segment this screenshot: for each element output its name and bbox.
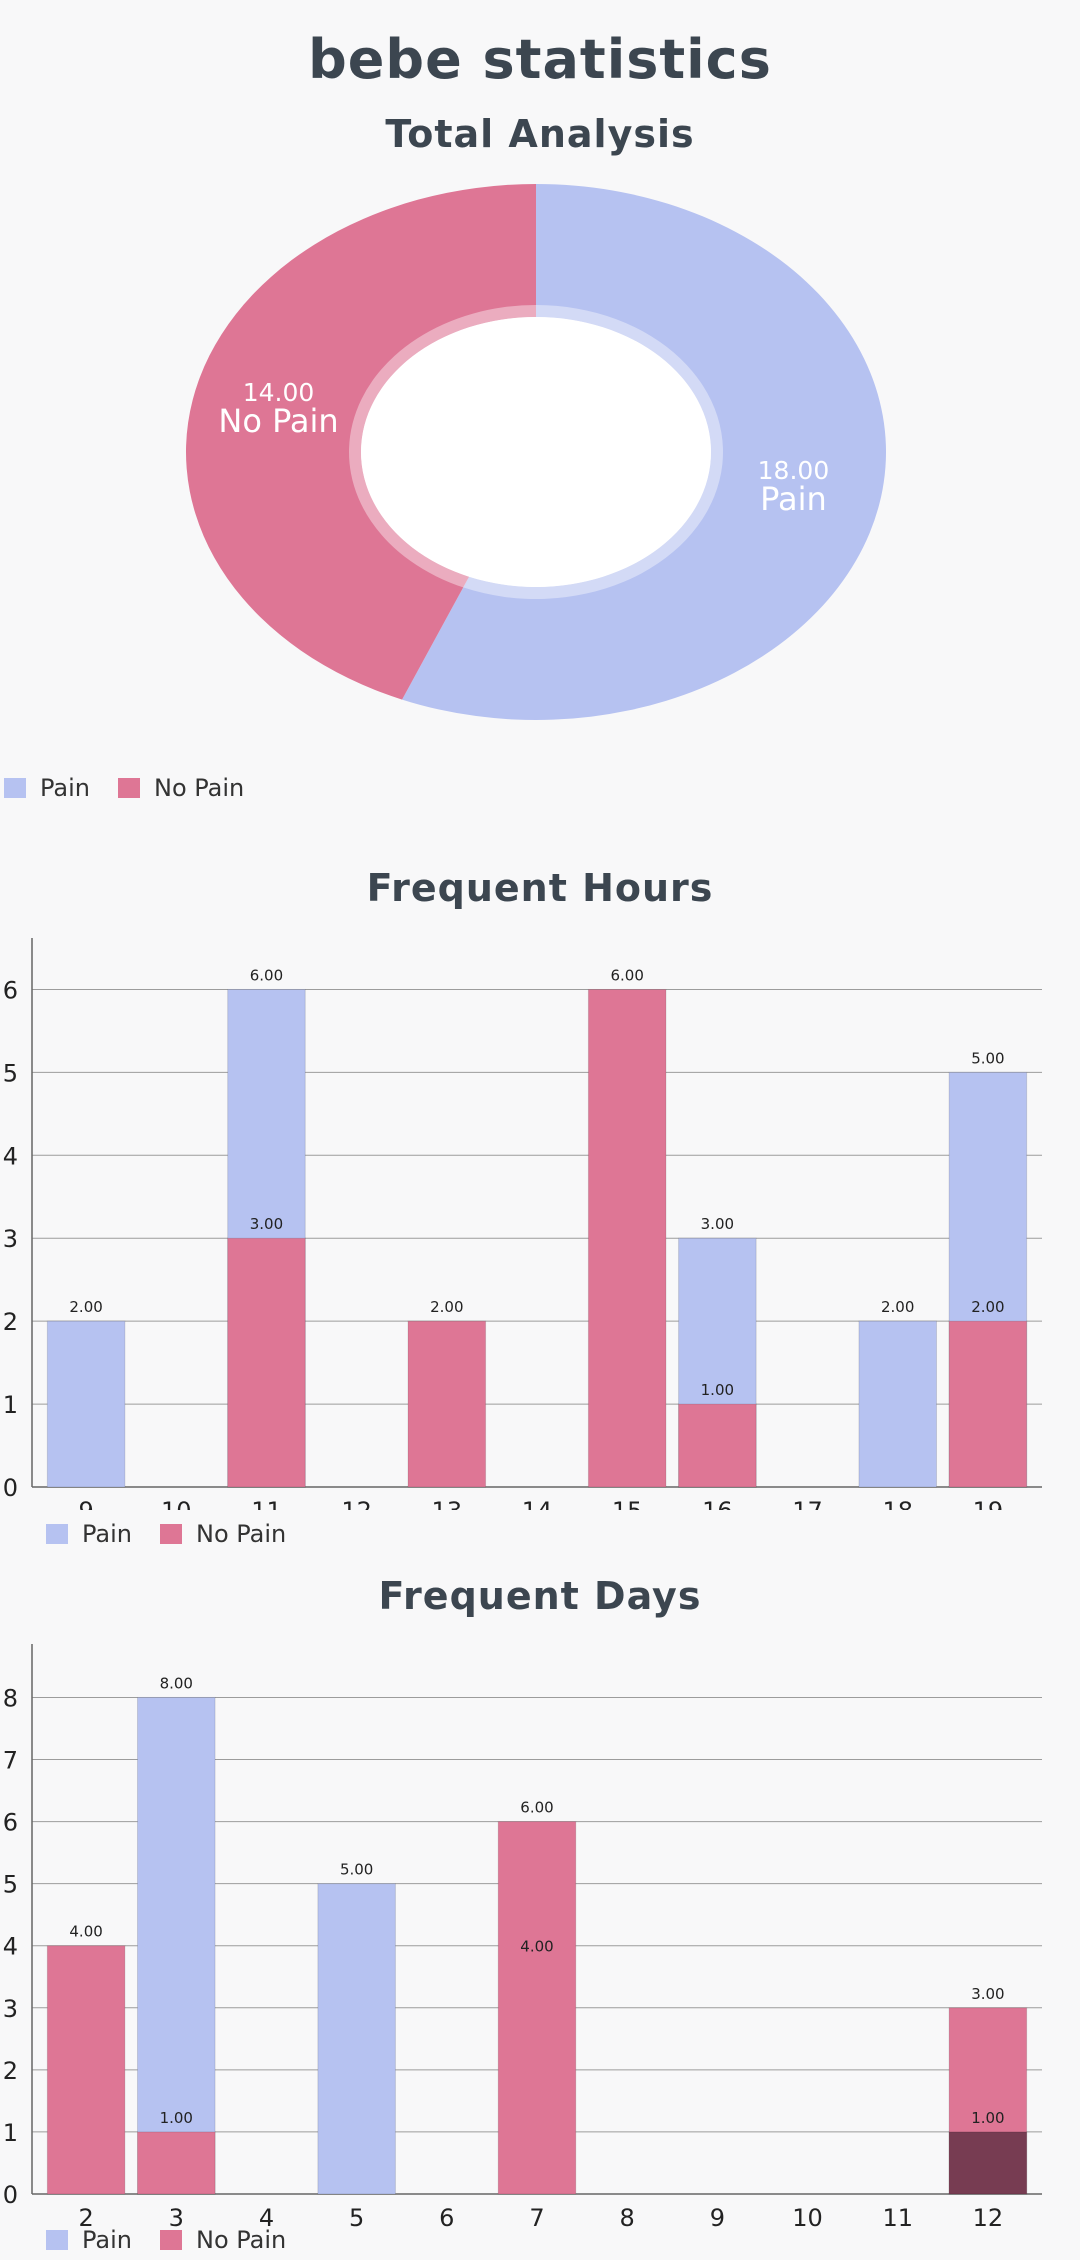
x-tick-label: 9 (78, 1497, 93, 1510)
frequent-hours-title: Frequent Hours (366, 866, 714, 910)
x-tick-label: 13 (432, 1497, 463, 1510)
data-label: 1.00 (971, 2109, 1004, 2127)
bar-pain-18 (858, 1320, 937, 1488)
data-label: 4.00 (69, 1923, 102, 1941)
x-tick-label: 11 (882, 2204, 913, 2232)
x-tick-label: 11 (251, 1497, 282, 1510)
data-label: 5.00 (971, 1049, 1004, 1067)
data-label: 3.00 (250, 1215, 283, 1233)
slice-pain-label: Pain (760, 480, 827, 518)
x-tick-label: 19 (973, 1497, 1004, 1510)
bar-no-pain-3 (137, 2131, 216, 2195)
y-tick-label: 1 (3, 2119, 18, 2147)
legend-pain-label: Pain (40, 774, 90, 802)
x-tick-label: 14 (522, 1497, 553, 1510)
frequent-hours-bar-chart: 012345692.0010116.003.0012132.0014156.00… (3, 938, 1042, 1510)
y-tick-label: 6 (3, 976, 18, 1004)
slice-pain-value: 18.00 (758, 456, 830, 485)
slice-no-pain-label: No Pain (218, 402, 338, 440)
legend-pain-swatch (4, 778, 26, 798)
frequent-days-legend: Pain No Pain (46, 2226, 314, 2254)
legend-pain-swatch (46, 2230, 68, 2250)
y-tick-label: 0 (3, 1474, 18, 1502)
y-tick-label: 5 (3, 1871, 18, 1899)
legend-no-pain-label: No Pain (195, 1520, 287, 1548)
y-tick-label: 6 (3, 1809, 18, 1837)
x-tick-label: 2 (78, 2204, 93, 2232)
y-tick-label: 1 (3, 1391, 18, 1419)
bar-no-pain-19 (948, 1320, 1028, 1488)
data-label: 2.00 (69, 1298, 102, 1316)
data-label: 1.00 (160, 2109, 193, 2127)
data-label: 4.00 (520, 1938, 553, 1956)
bar-no-pain-16 (678, 1403, 757, 1488)
data-label: 2.00 (971, 1298, 1004, 1316)
y-tick-label: 3 (3, 1995, 18, 2023)
x-tick-label: 15 (612, 1497, 643, 1510)
legend-no-pain-swatch (159, 2230, 182, 2250)
legend-pain-label: Pain (82, 1520, 132, 1548)
x-tick-label: 10 (161, 1497, 192, 1510)
legend-pain-label: Pain (82, 2226, 132, 2254)
bar-pain-3 (137, 1696, 216, 2195)
legend-no-pain-label: No Pain (153, 774, 245, 802)
data-label: 1.00 (701, 1381, 734, 1399)
x-tick-label: 3 (169, 2204, 184, 2232)
donut-hole (361, 317, 711, 587)
x-tick-label: 4 (259, 2204, 274, 2232)
bar-no-pain-13 (407, 1320, 487, 1488)
data-label: 6.00 (520, 1799, 553, 1817)
y-tick-label: 4 (3, 1142, 18, 1170)
page-title: bebe statistics (308, 28, 772, 91)
total-analysis-legend: Pain No Pain (4, 774, 272, 802)
x-tick-label: 12 (341, 1497, 372, 1510)
data-label: 2.00 (430, 1298, 463, 1316)
bar-no-pain-2 (46, 1945, 126, 2195)
slice-no-pain-value: 14.00 (243, 378, 315, 407)
x-tick-label: 7 (529, 2204, 544, 2232)
legend-no-pain-label: No Pain (195, 2226, 287, 2254)
total-analysis-title: Total Analysis (385, 112, 695, 156)
data-label: 5.00 (340, 1861, 373, 1879)
data-label: 3.00 (701, 1215, 734, 1233)
y-tick-label: 7 (3, 1747, 18, 1775)
bar-no-pain-11 (227, 1237, 306, 1488)
data-label: 6.00 (610, 966, 643, 984)
x-tick-label: 5 (349, 2204, 364, 2232)
x-tick-label: 8 (620, 2204, 635, 2232)
data-label: 8.00 (160, 1674, 193, 1692)
x-tick-label: 10 (792, 2204, 823, 2232)
y-tick-label: 0 (3, 2181, 18, 2209)
y-tick-label: 5 (3, 1059, 18, 1087)
y-tick-label: 2 (3, 2057, 18, 2085)
bar-no-pain-15 (587, 988, 667, 1488)
y-tick-label: 2 (3, 1308, 18, 1336)
frequent-days-title: Frequent Days (378, 1574, 702, 1618)
legend-pain-swatch (46, 1524, 68, 1544)
slice-no-pain (186, 184, 536, 700)
bar-pain-12 (948, 2131, 1028, 2195)
x-tick-label: 16 (702, 1497, 733, 1510)
slice-pain (402, 184, 887, 720)
bar-pain-9 (46, 1320, 126, 1488)
x-tick-label: 12 (973, 2204, 1004, 2232)
x-tick-label: 17 (792, 1497, 823, 1510)
frequent-hours-legend: Pain No Pain (46, 1520, 314, 1548)
y-tick-label: 3 (3, 1225, 18, 1253)
bar-no-pain-7 (497, 1821, 577, 2195)
x-tick-label: 9 (710, 2204, 725, 2232)
legend-no-pain-swatch (117, 778, 140, 798)
data-label: 6.00 (250, 966, 283, 984)
y-tick-label: 8 (3, 1684, 18, 1712)
data-label: 2.00 (881, 1298, 914, 1316)
legend-no-pain-swatch (159, 1524, 182, 1544)
x-tick-label: 18 (882, 1497, 913, 1510)
bar-pain-5 (317, 1883, 396, 2195)
x-tick-label: 6 (439, 2204, 454, 2232)
data-label: 3.00 (971, 1985, 1004, 2003)
y-tick-label: 4 (3, 1933, 18, 1961)
